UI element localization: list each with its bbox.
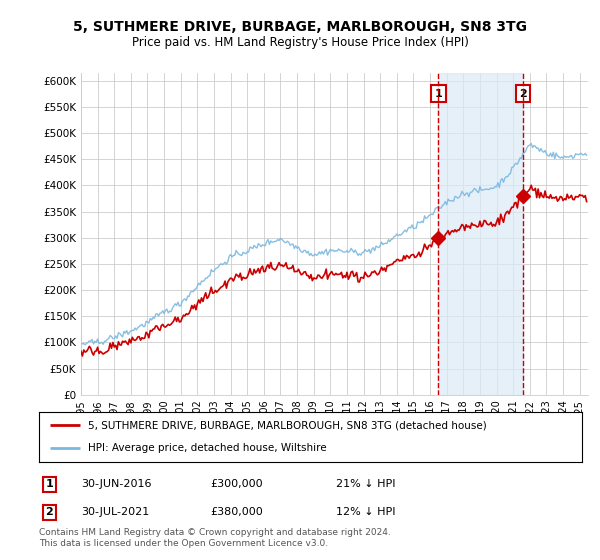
Text: 21% ↓ HPI: 21% ↓ HPI xyxy=(336,479,395,489)
Text: 5, SUTHMERE DRIVE, BURBAGE, MARLBOROUGH, SN8 3TG (detached house): 5, SUTHMERE DRIVE, BURBAGE, MARLBOROUGH,… xyxy=(88,420,487,430)
Text: 30-JUN-2016: 30-JUN-2016 xyxy=(81,479,151,489)
Text: HPI: Average price, detached house, Wiltshire: HPI: Average price, detached house, Wilt… xyxy=(88,444,326,454)
Text: 5, SUTHMERE DRIVE, BURBAGE, MARLBOROUGH, SN8 3TG: 5, SUTHMERE DRIVE, BURBAGE, MARLBOROUGH,… xyxy=(73,20,527,34)
Text: £300,000: £300,000 xyxy=(210,479,263,489)
Text: 12% ↓ HPI: 12% ↓ HPI xyxy=(336,507,395,517)
Text: 30-JUL-2021: 30-JUL-2021 xyxy=(81,507,149,517)
Text: 2: 2 xyxy=(46,507,53,517)
Text: Contains HM Land Registry data © Crown copyright and database right 2024.
This d: Contains HM Land Registry data © Crown c… xyxy=(39,528,391,548)
Text: 1: 1 xyxy=(46,479,53,489)
Bar xyxy=(439,73,523,395)
Text: 2: 2 xyxy=(519,88,527,99)
Text: Price paid vs. HM Land Registry's House Price Index (HPI): Price paid vs. HM Land Registry's House … xyxy=(131,36,469,49)
Text: £380,000: £380,000 xyxy=(210,507,263,517)
Text: 1: 1 xyxy=(434,88,442,99)
